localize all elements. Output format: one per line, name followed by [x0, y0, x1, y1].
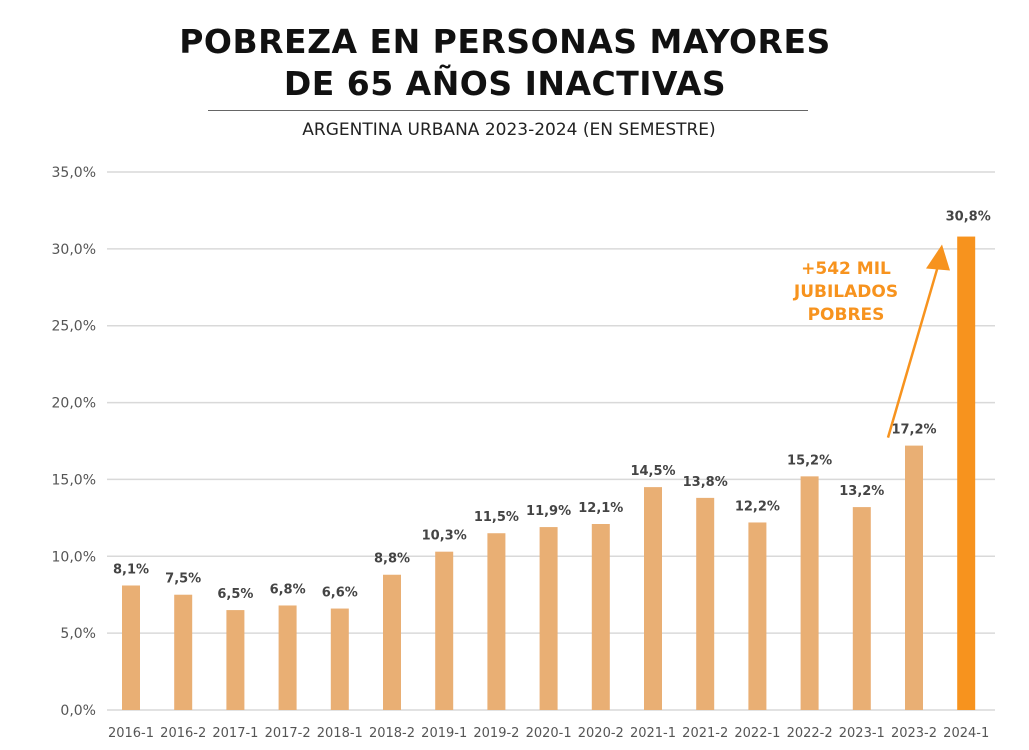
bar: [591, 524, 610, 710]
x-tick-label: 2016-2: [160, 726, 206, 741]
data-label: 6,5%: [217, 587, 253, 602]
x-tick-label: 2021-2: [682, 726, 728, 741]
bar: [905, 445, 923, 710]
data-label: 11,9%: [526, 504, 571, 519]
data-label: 15,2%: [787, 453, 832, 468]
data-label: 17,2%: [891, 423, 936, 438]
annotation-text: JUBILADOS: [793, 282, 898, 302]
y-tick-label: 10,0%: [52, 549, 96, 565]
x-tick-label: 2016-1: [108, 726, 154, 741]
x-tick-label: 2017-1: [212, 726, 258, 741]
data-label: 7,5%: [165, 572, 201, 587]
chart-title-line2: DE 65 AÑOS INACTIVAS: [283, 64, 727, 103]
data-label: 14,5%: [630, 464, 675, 479]
annotation-text: POBRES: [808, 305, 885, 325]
x-tick-label: 2022-1: [734, 726, 780, 741]
x-tick-label: 2020-2: [578, 726, 624, 741]
data-label: 11,5%: [474, 510, 519, 525]
y-tick-label: 35,0%: [52, 165, 96, 181]
x-tick-label: 2020-1: [526, 726, 572, 741]
x-tick-label: 2024-1: [943, 726, 989, 741]
data-label: 6,6%: [322, 586, 358, 601]
x-tick-label: 2022-2: [787, 726, 833, 741]
bar: [278, 605, 297, 710]
annotation-text: +542 MIL: [801, 259, 891, 279]
bar: [748, 522, 767, 710]
x-tick-label: 2018-2: [369, 726, 415, 741]
data-label: 6,8%: [270, 582, 306, 597]
bar: [435, 551, 454, 710]
y-tick-label: 25,0%: [52, 319, 96, 335]
annotation-arrow-line: [886, 262, 941, 438]
y-tick-label: 30,0%: [52, 242, 96, 258]
x-tick-label: 2017-2: [265, 726, 311, 741]
title-divider: [208, 110, 808, 111]
x-tick-label: 2019-2: [473, 726, 519, 741]
y-tick-label: 20,0%: [52, 396, 96, 412]
data-label: 8,1%: [113, 562, 149, 577]
bar: [644, 487, 662, 710]
bar: [800, 476, 819, 710]
x-tick-label: 2021-1: [630, 726, 676, 741]
x-tick-label: 2019-1: [421, 726, 467, 741]
data-label: 8,8%: [374, 552, 410, 567]
bar: [852, 507, 871, 710]
chart-title-line1: POBREZA EN PERSONAS MAYORES: [179, 22, 831, 61]
data-label: 13,8%: [683, 475, 728, 490]
bar: [957, 236, 976, 710]
x-tick-label: 2018-1: [317, 726, 363, 741]
bar: [696, 497, 715, 710]
bar: [174, 594, 193, 710]
data-label: 30,8%: [946, 210, 991, 225]
x-tick-label: 2023-1: [839, 726, 885, 741]
bar: [383, 574, 401, 710]
arrow-head-icon: [926, 244, 950, 271]
chart-subtitle: ARGENTINA URBANA 2023-2024 (EN SEMESTRE): [302, 120, 716, 140]
data-label: 10,3%: [422, 529, 467, 544]
bar: [487, 533, 506, 710]
x-tick-label: 2023-2: [891, 726, 937, 741]
data-label: 13,2%: [839, 484, 884, 499]
bar: [122, 585, 140, 710]
data-label: 12,1%: [578, 501, 623, 516]
bar: [539, 527, 558, 710]
data-label: 12,2%: [735, 499, 780, 514]
y-tick-label: 0,0%: [60, 703, 96, 719]
bar: [226, 610, 245, 710]
y-tick-label: 5,0%: [60, 626, 96, 642]
bar: [330, 608, 349, 710]
y-tick-label: 15,0%: [52, 472, 96, 488]
